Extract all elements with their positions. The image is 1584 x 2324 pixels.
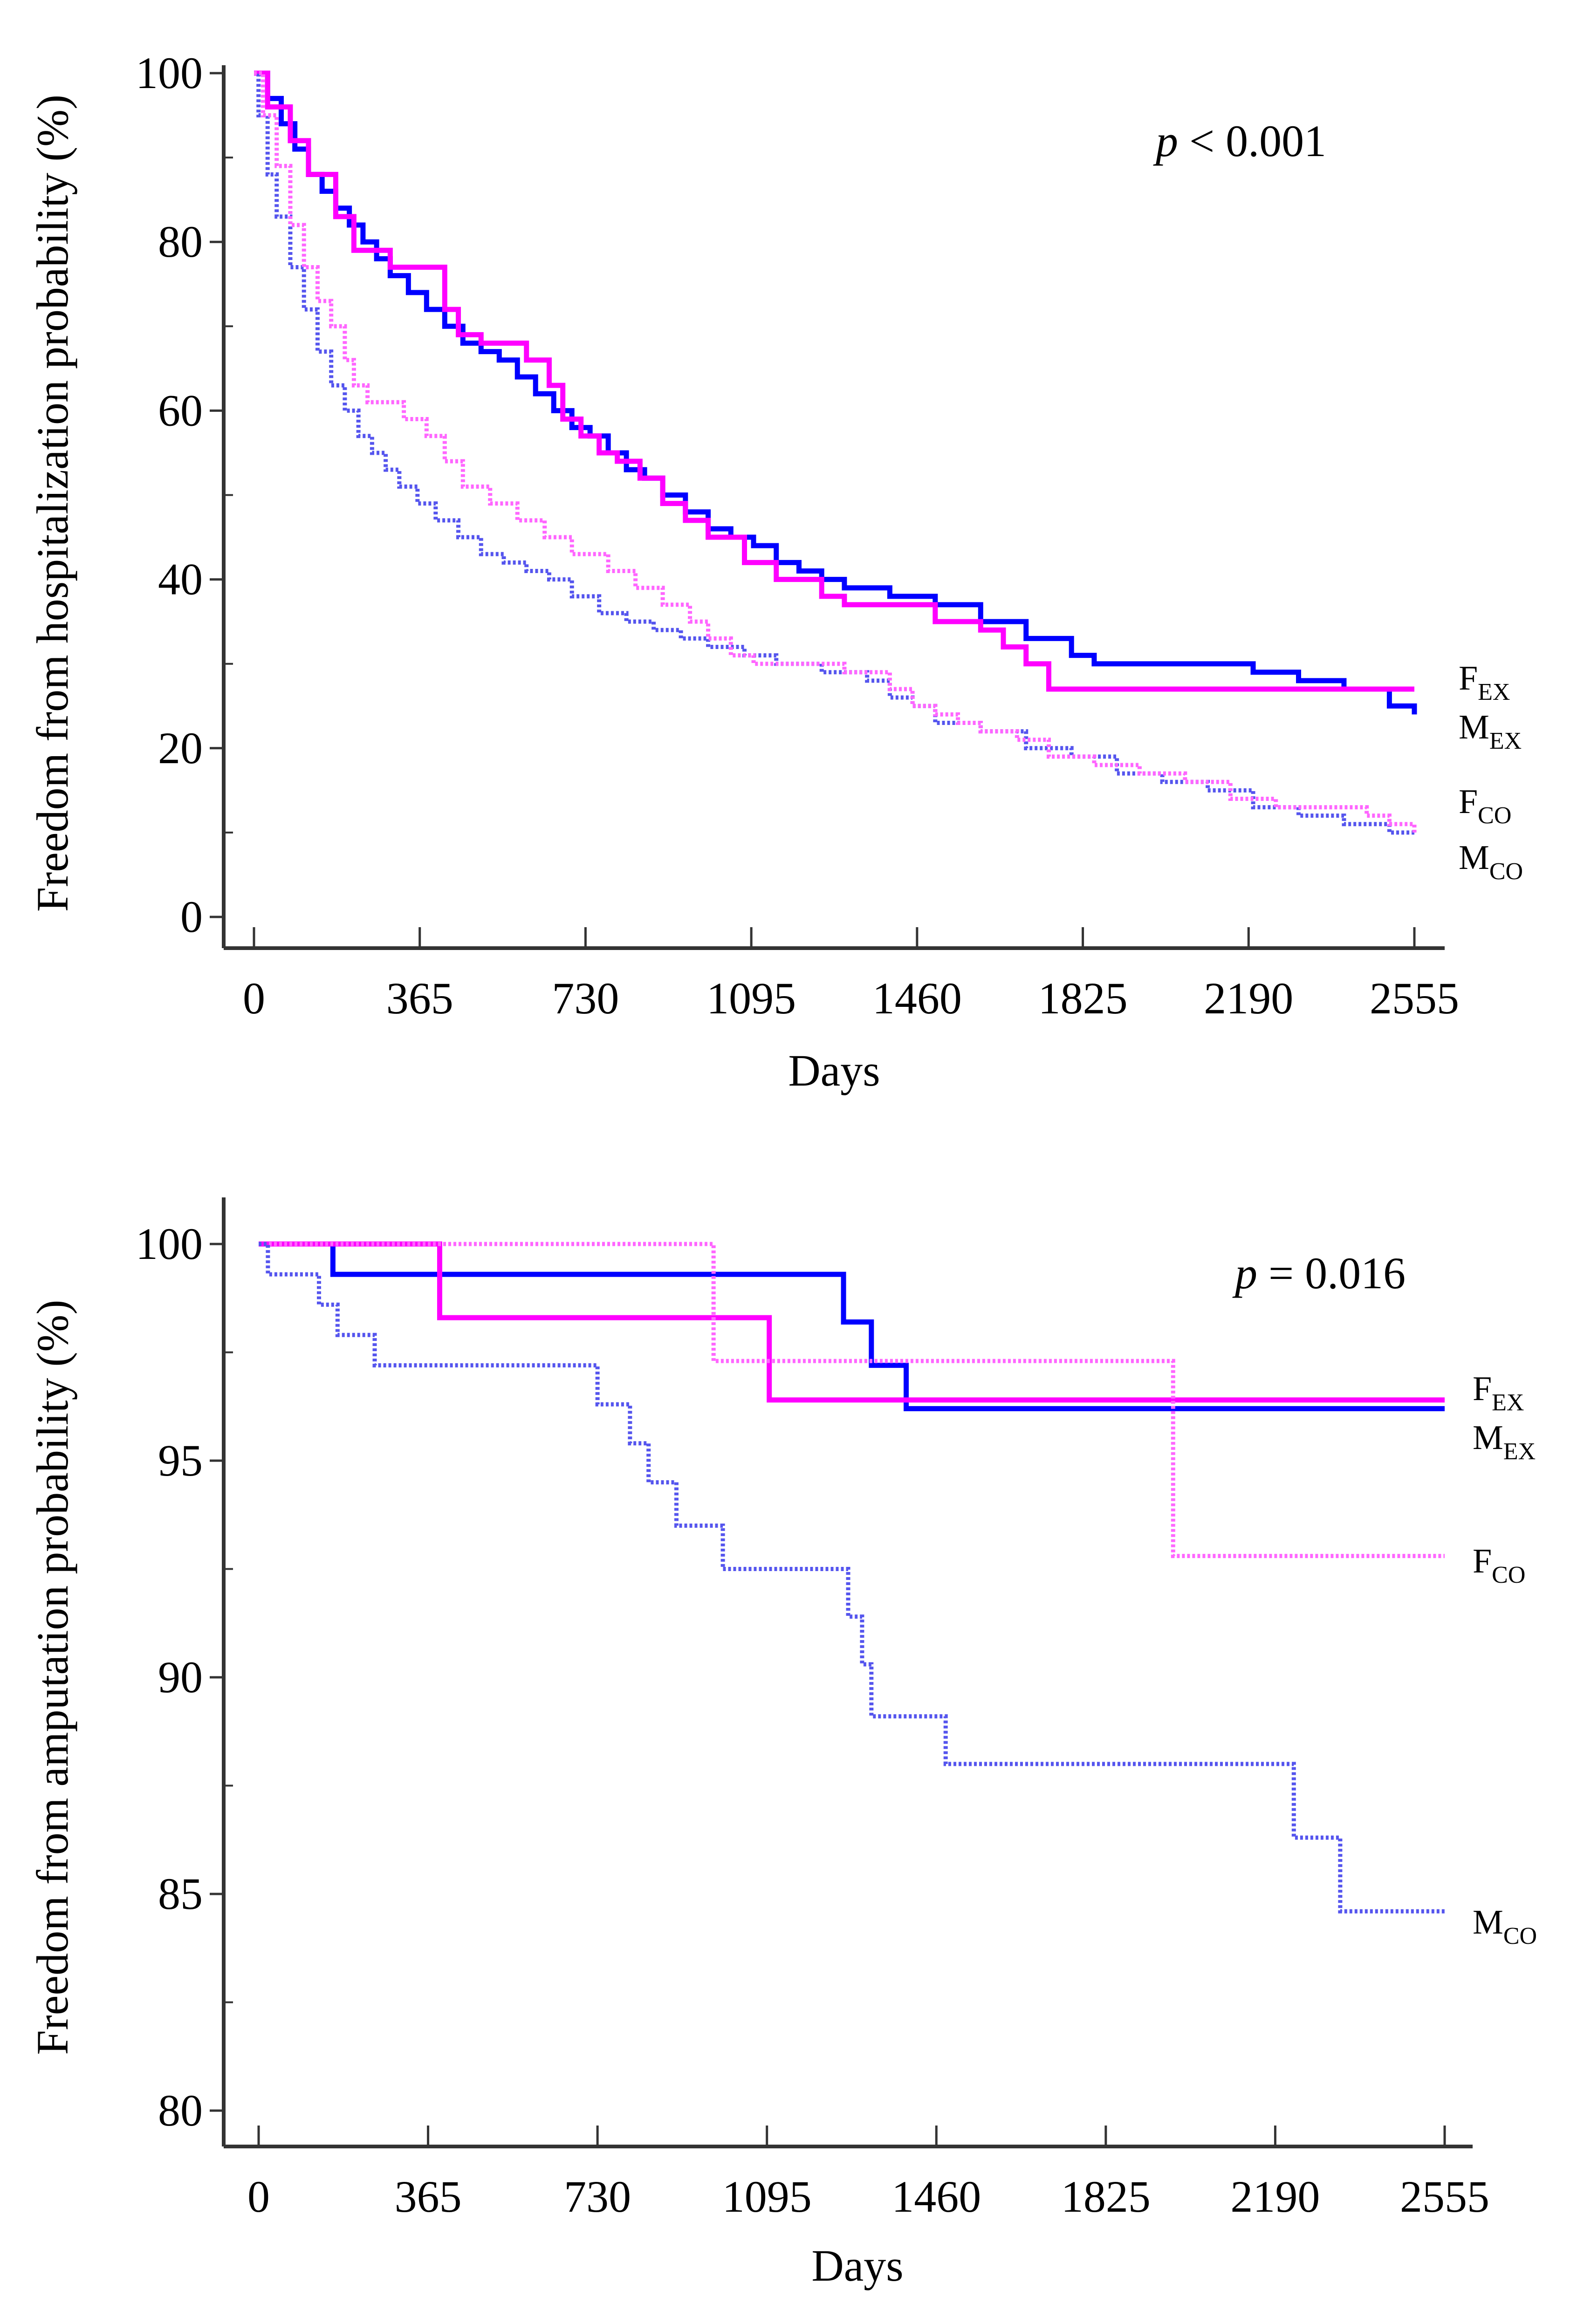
hosp-xtick-label: 365: [386, 973, 453, 1023]
amp-xtick-label: 2190: [1230, 2172, 1320, 2221]
series-label-main: F: [1473, 1370, 1492, 1408]
series-label-sub: CO: [1489, 858, 1523, 885]
series-label-sub: EX: [1503, 1438, 1536, 1465]
amp-xtick-label: 365: [395, 2172, 462, 2221]
series-label-main: M: [1459, 839, 1489, 877]
hosp-xtick-label: 0: [243, 973, 265, 1023]
series-label-sub: EX: [1489, 728, 1522, 754]
hosp-label-m-ex: MEX: [1459, 708, 1522, 754]
amp-xtick-label: 0: [247, 2172, 270, 2221]
amp-ticks: 80 85 90 95 100 0 365 730 1095 1460 1825 2190 2555: [136, 1219, 1489, 2221]
amp-label-m-co: MCO: [1473, 1903, 1537, 1949]
series-label-sub: EX: [1478, 679, 1510, 705]
hosp-series-f-ex: [254, 70, 1414, 692]
hosp-ytick-label: 0: [180, 892, 203, 942]
hosp-p-value: p < 0.001: [1153, 116, 1326, 166]
series-label-main: M: [1473, 1903, 1503, 1941]
hosp-series-group: [254, 70, 1417, 835]
amp-xtick-label: 1095: [722, 2172, 812, 2221]
hosp-y-axis-title: Freedom from hospitalization probability…: [27, 95, 77, 912]
hosp-ticks: 0 20 40 60 80 100 0 365 730 1095 1460 1825 2190 2555: [136, 48, 1459, 1023]
hosp-ytick-label: 20: [158, 723, 203, 773]
amp-ytick-label: 85: [158, 1869, 203, 1919]
hospitalization-chart: Freedom from hospitalization probability…: [27, 48, 1523, 1095]
series-label-sub: CO: [1478, 802, 1511, 829]
hosp-ytick-label: 60: [158, 385, 203, 435]
amp-xtick-label: 1825: [1061, 2172, 1151, 2221]
hosp-xtick-label: 2555: [1370, 973, 1459, 1023]
series-label-sub: EX: [1492, 1389, 1524, 1416]
hosp-ytick-label: 100: [136, 48, 203, 98]
amp-ytick-label: 90: [158, 1652, 203, 1702]
amp-x-axis-title: Days: [811, 2241, 903, 2290]
series-label-main: F: [1459, 659, 1478, 697]
amputation-chart: Freedom from amputation probability (%) …: [27, 1197, 1537, 2290]
amp-ytick-label: 100: [136, 1219, 203, 1269]
amp-series-m-ex: [259, 1241, 1445, 1411]
series-label-sub: CO: [1492, 1562, 1525, 1588]
amp-xtick-label: 1460: [891, 2172, 981, 2221]
hosp-xtick-label: 730: [552, 973, 619, 1023]
amp-y-axis-title: Freedom from amputation probability (%): [27, 1300, 77, 2055]
amp-series-group: [259, 1241, 1445, 1914]
hosp-ytick-label: 80: [158, 217, 203, 267]
hosp-p-text: < 0.001: [1178, 116, 1326, 166]
amp-ytick-label: 80: [158, 2085, 203, 2135]
series-label-main: F: [1459, 783, 1478, 821]
hosp-xtick-label: 1825: [1038, 973, 1128, 1023]
amp-xtick-label: 2555: [1400, 2172, 1489, 2221]
hosp-series-m-ex: [254, 70, 1417, 715]
hosp-x-axis-title: Days: [788, 1046, 880, 1095]
amp-label-m-ex: MEX: [1473, 1419, 1536, 1465]
hosp-series-m-co: [254, 71, 1414, 835]
amp-series-m-co: [259, 1242, 1445, 1914]
series-label-main: M: [1459, 708, 1489, 746]
hosp-ytick-label: 40: [158, 554, 203, 604]
amp-p-text: = 0.016: [1257, 1248, 1406, 1298]
series-label-sub: CO: [1503, 1923, 1537, 1949]
hosp-xtick-label: 2190: [1204, 973, 1293, 1023]
amp-xtick-label: 730: [564, 2172, 631, 2221]
amp-series-f-co: [259, 1242, 1445, 1558]
amp-label-f-co: FCO: [1473, 1542, 1525, 1588]
hosp-series-f-co: [254, 71, 1417, 833]
hosp-xtick-label: 1095: [706, 973, 796, 1023]
hosp-xtick-label: 1460: [872, 973, 962, 1023]
series-label-main: F: [1473, 1542, 1492, 1580]
hosp-p-italic: p: [1153, 116, 1178, 166]
series-label-main: M: [1473, 1419, 1503, 1457]
hosp-label-m-co: MCO: [1459, 839, 1523, 885]
hosp-label-f-ex: FEX: [1459, 659, 1510, 705]
amp-p-value: p = 0.016: [1232, 1248, 1406, 1298]
amp-p-italic: p: [1232, 1248, 1257, 1298]
hosp-label-f-co: FCO: [1459, 783, 1511, 829]
amp-label-f-ex: FEX: [1473, 1370, 1524, 1416]
amp-ytick-label: 95: [158, 1435, 203, 1485]
